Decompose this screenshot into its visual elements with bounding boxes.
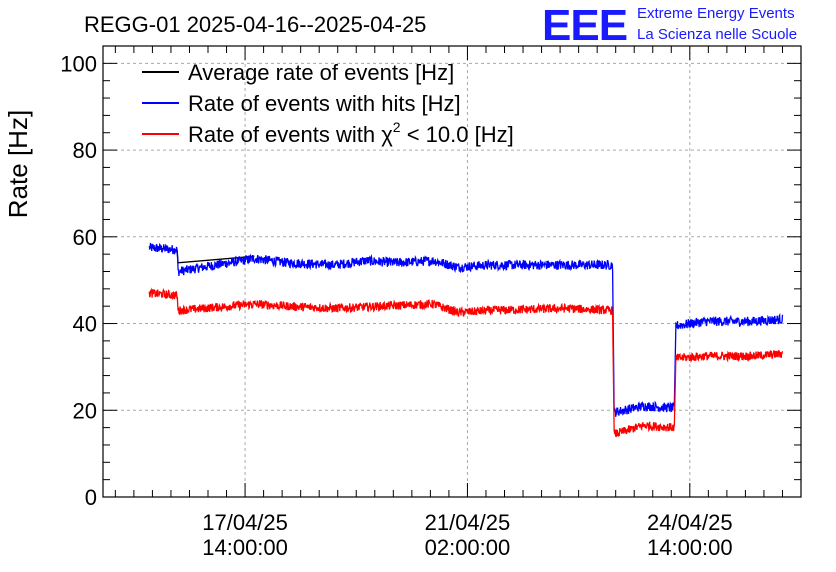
logo-mark: EEE: [542, 1, 627, 50]
chart-title: REGG-01 2025-04-16--2025-04-25: [84, 12, 426, 37]
legend-label-part: Rate of events with: [188, 122, 381, 147]
legend-label-sup: 2: [393, 119, 401, 135]
legend-label: Average rate of events [Hz]: [188, 60, 454, 85]
logo-line2: La Scienza nelle Scuole: [637, 26, 797, 43]
axes: 02040608010017/04/2514:00:0021/04/2502:0…: [60, 45, 802, 560]
y-tick-label: 40: [73, 312, 97, 337]
eee-logo: EEE Extreme Energy Events La Scienza nel…: [542, 1, 797, 50]
logo-line1: Extreme Energy Events: [637, 5, 795, 22]
legend-label: Rate of events with hits [Hz]: [188, 91, 461, 116]
legend-label-chi: χ: [381, 122, 393, 147]
y-tick-label: 60: [73, 225, 97, 250]
x-tick-label-date: 21/04/25: [425, 510, 511, 535]
y-tick-label: 0: [85, 485, 97, 510]
y-tick-label: 20: [73, 398, 97, 423]
y-tick-label: 80: [73, 138, 97, 163]
series-line: [148, 242, 784, 417]
x-tick-label-date: 24/04/25: [647, 510, 733, 535]
legend: Average rate of events [Hz] Rate of event…: [142, 60, 514, 147]
y-axis-label: Rate [Hz]: [3, 110, 33, 218]
x-tick-label-time: 14:00:00: [647, 535, 733, 560]
series-layer: [148, 242, 784, 437]
series-line: [148, 287, 784, 437]
x-tick-label-time: 02:00:00: [425, 535, 511, 560]
legend-label-part: < 10.0 [Hz]: [401, 122, 514, 147]
legend-label: Rate of events with χ2 < 10.0 [Hz]: [188, 119, 514, 147]
x-tick-label-time: 14:00:00: [202, 535, 288, 560]
x-tick-label-date: 17/04/25: [202, 510, 288, 535]
y-tick-label: 100: [60, 51, 97, 76]
